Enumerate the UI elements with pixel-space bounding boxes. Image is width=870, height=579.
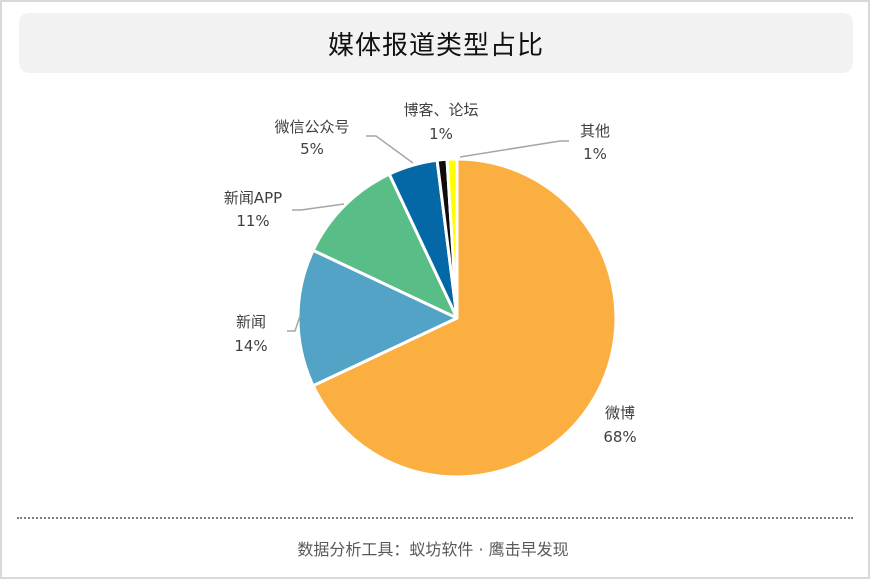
label-news-app-pct: 11%	[236, 212, 269, 230]
data-labels: 微博 68% 新闻 14% 新闻APP 11% 微信公众号 5% 博客、论坛 1…	[224, 101, 637, 446]
footer: 数据分析工具：蚁坊软件 · 鹰击早发现	[0, 530, 866, 566]
leader-line-wechat	[366, 135, 414, 164]
footer-divider	[17, 517, 853, 519]
label-news-app-name: 新闻APP	[224, 189, 282, 207]
leader-line-news	[287, 315, 301, 332]
label-news-name: 新闻	[236, 313, 266, 331]
label-wechat-name: 微信公众号	[274, 118, 349, 136]
label-other-pct: 1%	[583, 145, 607, 163]
slice-news[interactable]	[296, 248, 459, 388]
leader-line-other	[459, 140, 569, 158]
leader-line-news-app	[292, 203, 345, 211]
label-blog-forum-name: 博客、论坛	[403, 101, 478, 119]
title-bar: 媒体报道类型占比	[19, 13, 853, 73]
pie-slices	[296, 157, 618, 479]
label-other-name: 其他	[580, 122, 610, 140]
slice-other[interactable]	[445, 157, 459, 320]
label-wechat-pct: 5%	[300, 140, 324, 158]
label-news-pct: 14%	[234, 337, 267, 355]
footer-source-text: 数据分析工具：蚁坊软件 · 鹰击早发现	[297, 540, 569, 559]
slice-news-app[interactable]	[311, 172, 459, 320]
slice-weibo[interactable]	[311, 157, 618, 479]
label-weibo-name: 微博	[605, 404, 635, 422]
label-blog-forum-pct: 1%	[429, 125, 453, 143]
leader-lines	[287, 135, 569, 332]
chart-title: 媒体报道类型占比	[327, 30, 544, 61]
label-weibo-pct: 68%	[603, 428, 636, 446]
